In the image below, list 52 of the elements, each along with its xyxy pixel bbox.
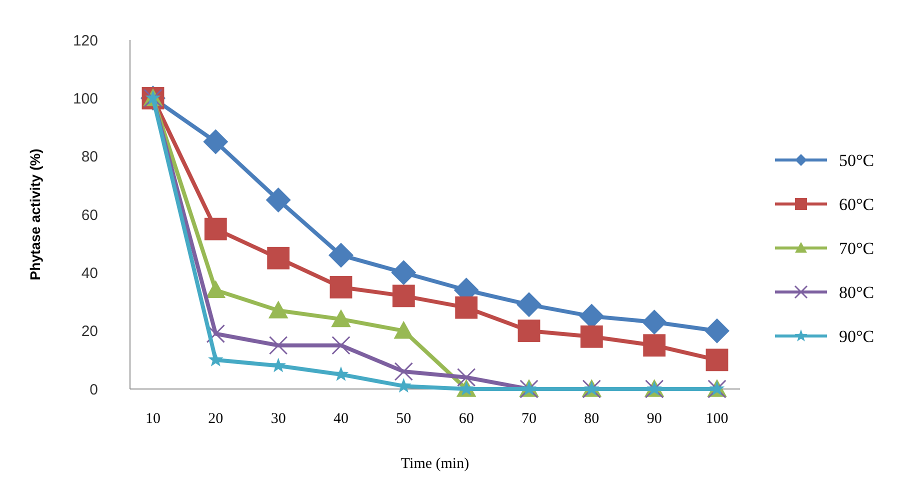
x-tick-label: 30 (270, 411, 286, 427)
legend-label: 90°C (839, 326, 874, 346)
point (706, 348, 728, 372)
point (516, 292, 542, 318)
point (268, 300, 288, 318)
y-tick-label: 80 (81, 148, 98, 166)
x-tick-label: 70 (522, 411, 536, 427)
point (206, 324, 226, 344)
y-tick-label: 120 (72, 32, 98, 50)
point (332, 336, 350, 355)
point (331, 309, 351, 328)
x-tick-label: 100 (706, 411, 728, 427)
point (518, 320, 540, 342)
point (580, 325, 603, 348)
point (268, 336, 288, 355)
point (203, 129, 228, 154)
point (392, 284, 415, 308)
point (642, 310, 667, 335)
point (455, 296, 478, 319)
x-tick-label: 60 (458, 411, 474, 427)
y-tick-label: 20 (81, 323, 98, 340)
y-tick-label: 60 (81, 206, 98, 224)
point (208, 352, 224, 366)
x-tick-label: 20 (208, 411, 224, 427)
y-tick-label: 0 (90, 381, 98, 398)
point (394, 362, 414, 381)
y-tick-label: 100 (72, 90, 98, 108)
x-axis-title: Time (min) (400, 456, 470, 472)
point (328, 242, 354, 268)
point (333, 366, 349, 381)
x-tick-label: 80 (584, 411, 600, 427)
point (456, 368, 476, 387)
legend-label: 80°C (839, 282, 874, 302)
legend-label: 70°C (839, 238, 874, 258)
x-tick-label: 40 (334, 411, 348, 427)
point (394, 320, 414, 339)
point (704, 318, 730, 344)
y-tick-label: 40 (81, 264, 98, 282)
legend-label: 50°C (839, 150, 874, 170)
point (267, 246, 290, 270)
point (206, 280, 226, 298)
x-tick-label: 10 (146, 411, 160, 427)
legend-label: 60°C (839, 194, 874, 214)
point (204, 218, 227, 240)
y-axis-title: Phytase activity (%) (27, 148, 43, 280)
x-tick-label: 90 (646, 411, 662, 427)
x-tick-label: 50 (396, 411, 412, 427)
point (270, 358, 286, 372)
point (643, 334, 666, 357)
point (330, 276, 352, 298)
point (391, 260, 416, 286)
point (266, 187, 291, 212)
